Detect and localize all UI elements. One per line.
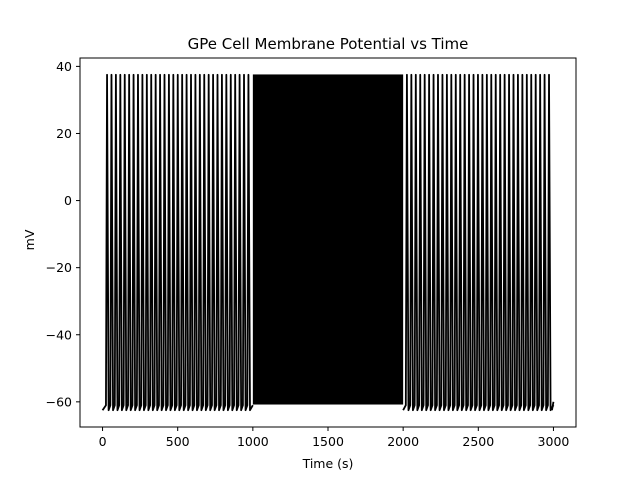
- y-axis: −60 −40 −20 0 20 40: [46, 59, 80, 409]
- y-tick-label: 20: [56, 126, 72, 141]
- plot-frame: [79, 57, 577, 428]
- x-tick-label: 1500: [312, 434, 344, 449]
- x-tick-label: 3000: [538, 434, 570, 449]
- x-tick-label: 0: [99, 434, 107, 449]
- tonic-spike-train-2: [402, 73, 555, 412]
- plot-area: [101, 73, 555, 412]
- y-tick-label: 40: [56, 59, 72, 74]
- y-tick-label: −20: [46, 260, 72, 275]
- x-tick-label: 2500: [462, 434, 494, 449]
- y-axis-label: mV: [22, 229, 37, 250]
- chart-title: GPe Cell Membrane Potential vs Time: [188, 35, 469, 53]
- x-tick-label: 1000: [237, 434, 269, 449]
- x-tick-label: 500: [166, 434, 190, 449]
- y-tick-label: −60: [46, 394, 72, 409]
- x-axis-label: Time (s): [302, 456, 354, 471]
- burst-block: [252, 74, 404, 405]
- x-axis: 0 500 1000 1500 2000 2500 3000: [99, 427, 570, 449]
- trace-tail: [551, 401, 555, 411]
- y-tick-label: 0: [64, 193, 72, 208]
- y-tick-label: −40: [46, 327, 72, 342]
- x-tick-label: 2000: [387, 434, 419, 449]
- tonic-spike-train-1: [101, 73, 254, 412]
